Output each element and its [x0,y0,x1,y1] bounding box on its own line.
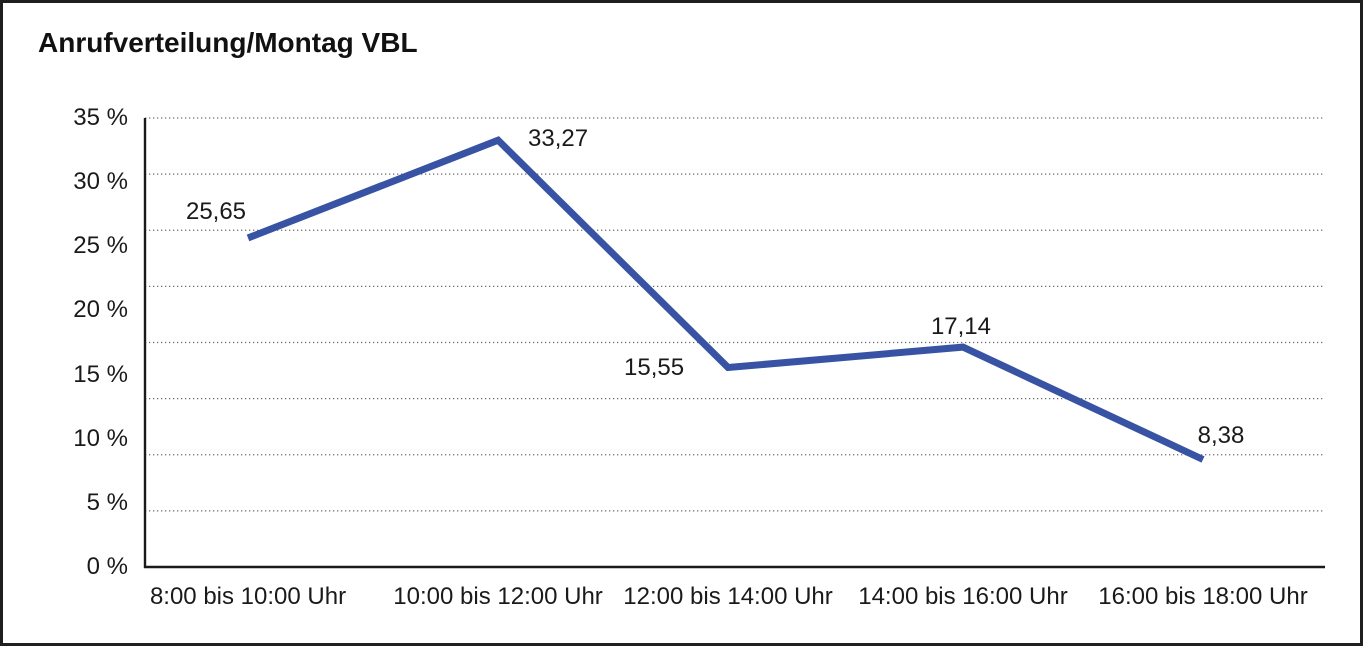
value-label: 8,38 [1197,422,1245,450]
value-label: 25,65 [185,197,247,225]
y-tick-label: 0 % [86,553,128,580]
y-tick-label: 25 % [73,232,128,260]
x-tick-label: 10:00 bis 12:00 Uhr [393,583,603,610]
gridlines [145,117,1325,512]
axes [143,118,1325,569]
x-tick-label: 8:00 bis 10:00 Uhr [149,583,347,610]
y-tick-label: 5 % [86,488,128,516]
x-tick-label: 16:00 bis 18:00 Uhr [1098,583,1308,610]
value-label: 15,55 [624,353,685,381]
y-tick-label: 35 % [73,104,128,131]
value-label: 17,14 [930,313,991,341]
y-tick-label: 15 % [73,360,128,388]
series-polyline [246,136,1205,463]
x-tick-label: 12:00 bis 14:00 Uhr [623,583,833,610]
y-tick-label: 30 % [73,168,128,196]
x-tick-label: 14:00 bis 16:00 Uhr [858,583,1068,610]
y-tick-label: 20 % [73,296,128,324]
chart-title: Anrufverteilung/Montag VBL [38,27,418,58]
data-series-line [246,136,1205,463]
y-tick-label: 10 % [73,424,128,452]
value-label: 33,27 [528,125,589,153]
